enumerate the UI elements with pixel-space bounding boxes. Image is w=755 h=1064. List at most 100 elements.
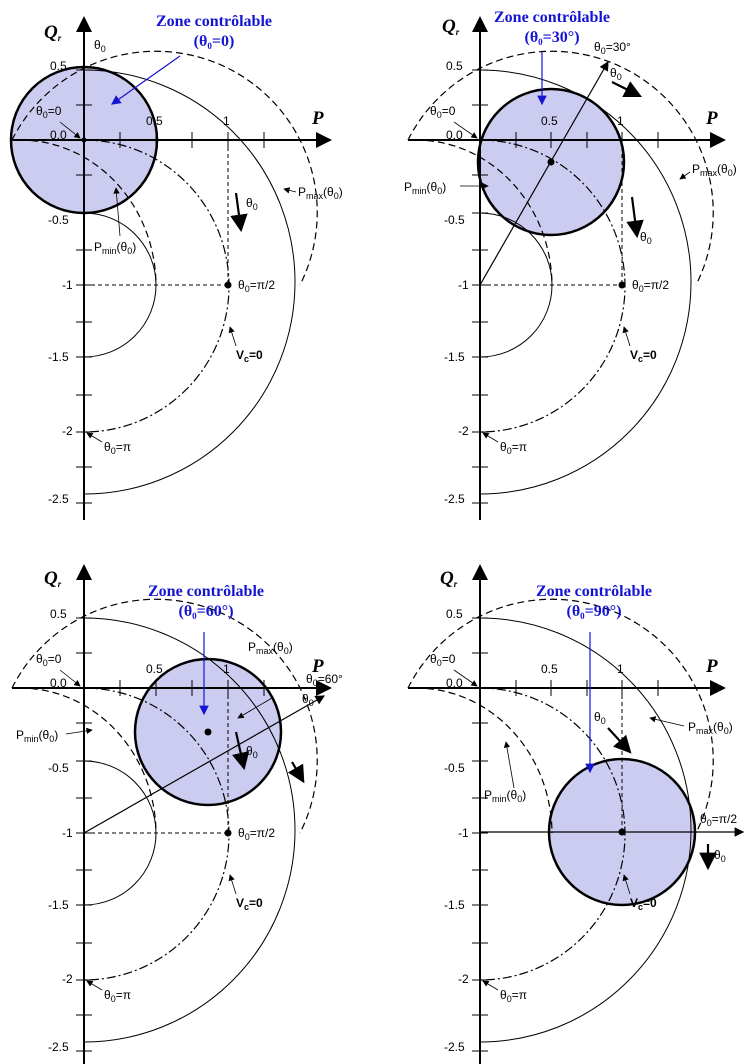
theta-pi-label: θ0=π: [500, 440, 527, 456]
vc-zero-arc: [479, 687, 626, 981]
x-tick: 1: [617, 662, 624, 676]
pmax-arc: [11, 50, 318, 286]
x-tick: 1: [223, 114, 230, 128]
theta-rotation-label: θ0: [302, 692, 314, 708]
y-tick: -1.5: [444, 898, 465, 912]
x-tick: 1: [223, 662, 230, 676]
outer-limit-arc: [83, 69, 296, 495]
y-tick: -2: [62, 424, 73, 438]
pmax-arc: [11, 598, 318, 834]
pmin-arc: [19, 139, 157, 286]
panel-theta-90: Zone contrôlable (θ0=90°) Qr P 0.5 0.0 -…: [398, 532, 755, 1064]
y-tick: -0.5: [48, 761, 69, 775]
theta-pi2-label: θ0=π/2: [700, 812, 737, 828]
y-tick: 0.5: [50, 607, 67, 621]
panel-theta-0: Zone contrôlable (θ0=0) Qr P θ0 0.5 0.0 …: [0, 0, 377, 532]
x-tick: 0.5: [146, 114, 163, 128]
theta-rotation-label: θ0: [640, 230, 652, 246]
pmin-label: Pmin(θ0): [404, 180, 447, 196]
pmax-label: Pmax(θ0): [298, 185, 343, 201]
theta-rotation-label: θ0: [714, 848, 726, 864]
y-tick: 0.5: [50, 59, 67, 73]
x-tick: 0.5: [146, 662, 163, 676]
y-tick: -2.5: [48, 1040, 69, 1054]
theta-pi-label: θ0=π: [500, 988, 527, 1004]
vc-zero-label: Vc=0: [630, 348, 657, 364]
y-tick: -1: [458, 826, 469, 840]
zone-title: Zone contrôlable (θ0=0): [156, 13, 272, 51]
y-tick: -1.5: [48, 898, 69, 912]
p-axis-label: P: [706, 108, 718, 129]
y-tick: -2: [62, 972, 73, 986]
panel-theta-60: Zone contrôlable (θ0=60°) Qr P 0.5 0.0 -…: [0, 532, 377, 1064]
theta-rotation-label: θ0: [246, 744, 258, 760]
x-tick: 1: [617, 114, 624, 128]
y-tick: -2: [458, 972, 469, 986]
y-tick: -1: [62, 278, 73, 292]
theta-rotation-label: θ0: [610, 66, 622, 82]
zone-title: Zone contrôlable (θ0=90°): [536, 583, 652, 621]
zone-title: Zone contrôlable (θ0=30°): [494, 9, 610, 47]
theta-zero-label: θ0=0: [430, 652, 456, 668]
pmax-arc: [407, 598, 714, 834]
theta-zero-label: θ0=0: [36, 652, 62, 668]
y-tick: -2.5: [444, 492, 465, 506]
y-tick: 0.0: [50, 128, 67, 142]
outer-limit-arc: [479, 617, 692, 1043]
theta-axis-label: θ0: [94, 38, 106, 54]
y-tick: 0.0: [446, 676, 463, 690]
pmax-label: Pmax(θ0): [688, 720, 733, 736]
pmin-arc: [415, 139, 553, 286]
y-tick: 0.0: [446, 128, 463, 142]
theta-pi-label: θ0=π: [104, 440, 131, 456]
panel-theta-30: Zone contrôlable (θ0=30°) Qr P 0.5 0.0 -…: [398, 0, 755, 532]
diagram-theta-30: [407, 16, 726, 520]
theta-ray: [479, 60, 609, 286]
theta-pi-label: θ0=π: [104, 988, 131, 1004]
theta-pi2-label: θ0=π/2: [632, 278, 669, 294]
y-tick: -1: [62, 826, 73, 840]
pmin-arc: [19, 687, 157, 834]
y-tick: -0.5: [444, 213, 465, 227]
y-tick: -1.5: [444, 350, 465, 364]
theta-ray: [83, 695, 326, 834]
pmin-label: Pmin(θ0): [484, 788, 527, 804]
pmax-label: Pmax(θ0): [248, 640, 293, 656]
theta-rotation-label: θ0: [594, 710, 606, 726]
y-tick: -2.5: [444, 1040, 465, 1054]
y-tick: -2: [458, 424, 469, 438]
theta-zero-label: θ0=0: [430, 104, 456, 120]
x-tick: 0.5: [541, 662, 558, 676]
x-tick: 0.5: [541, 114, 558, 128]
diagram-theta-90: [407, 564, 745, 1064]
vc-zero-label: Vc=0: [236, 896, 263, 912]
p-axis-label: P: [706, 656, 718, 677]
pmin-arc: [415, 687, 553, 834]
q-axis-label: Qr: [442, 16, 460, 37]
p-axis-label: P: [312, 108, 324, 129]
y-tick: 0.5: [446, 607, 463, 621]
outer-limit-arc: [83, 617, 296, 1043]
y-tick: -0.5: [444, 761, 465, 775]
q-axis-label: Qr: [440, 568, 458, 589]
pmax-label: Pmax(θ0): [692, 162, 737, 178]
pmin-label: Pmin(θ0): [94, 240, 137, 256]
diagram-theta-60: [11, 564, 332, 1064]
theta-rotation-label: θ0: [246, 196, 258, 212]
y-tick: -0.5: [48, 213, 69, 227]
p-axis-label: P: [312, 656, 324, 677]
theta-zero-label: θ0=0: [36, 104, 62, 120]
vc-zero-label: Vc=0: [630, 896, 657, 912]
q-axis-label: Qr: [44, 568, 62, 589]
theta-pi2-label: θ0=π/2: [238, 278, 275, 294]
y-tick: -1.5: [48, 350, 69, 364]
y-tick: -1: [458, 278, 469, 292]
theta-pi2-label: θ0=π/2: [238, 826, 275, 842]
ray-angle-label: θ0=30°: [594, 40, 631, 56]
vc-zero-label: Vc=0: [236, 348, 263, 364]
y-tick: -2.5: [48, 492, 69, 506]
y-tick: 0.0: [50, 676, 67, 690]
pmax-arc: [407, 50, 714, 286]
ray-angle-label: θ0=60°: [306, 672, 343, 688]
diagram-theta-0: [9, 16, 332, 520]
